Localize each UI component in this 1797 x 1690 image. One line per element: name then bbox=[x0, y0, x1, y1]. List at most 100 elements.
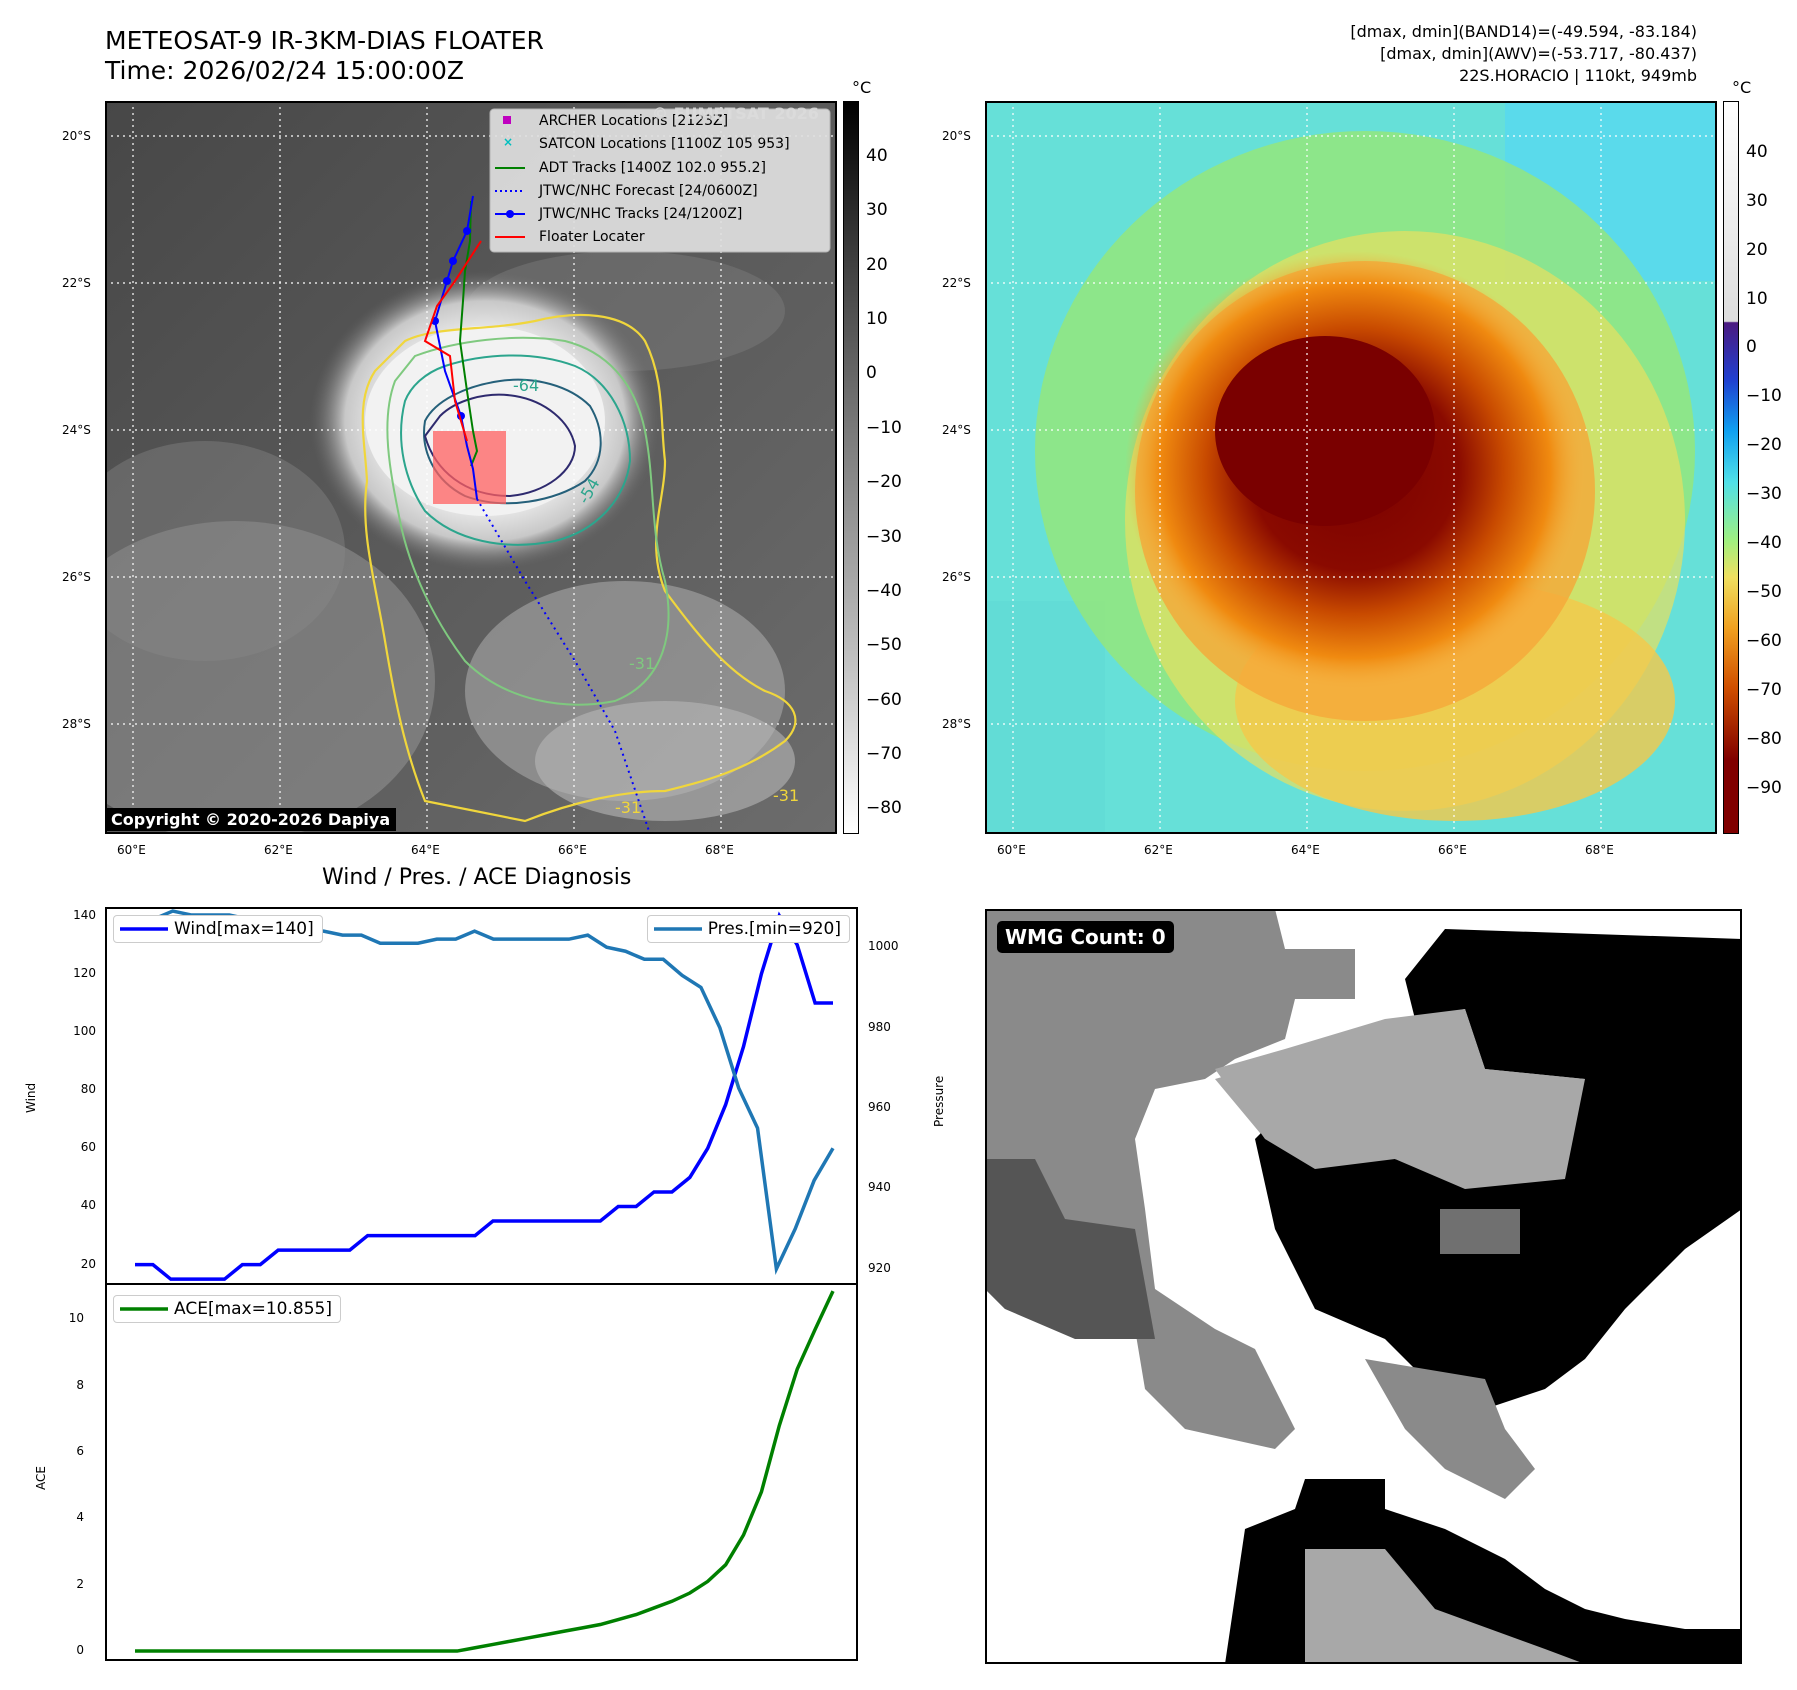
copyright-label: Copyright © 2020-2026 Dapiya bbox=[105, 808, 397, 831]
gray-tick-30: 30 bbox=[866, 200, 888, 220]
wind-ytick-label: 80 bbox=[80, 1082, 96, 1097]
contour-label-31c: -31 bbox=[773, 786, 799, 805]
ace-series-line bbox=[135, 1290, 835, 1653]
lon-label-62e-right: 62°E bbox=[1144, 843, 1173, 857]
ir-map-panel: -64 -54 -31 -31 -31 × ARCHER Locations bbox=[35, 101, 837, 841]
ace-legend-label: ACE[max=10.855] bbox=[174, 1299, 332, 1319]
floater-track bbox=[423, 240, 482, 442]
contour-label-31a: -31 bbox=[629, 654, 655, 673]
color-ir-panel bbox=[985, 101, 1717, 834]
map-time: Time: 2026/02/24 15:00:00Z bbox=[105, 56, 464, 85]
lat-label-22s: 22°S bbox=[62, 276, 91, 290]
lat-label-24s-right: 24°S bbox=[942, 423, 971, 437]
wind-legend: Wind[max=140] bbox=[113, 915, 323, 943]
gray-tick-0: 0 bbox=[866, 363, 877, 383]
color-tick-10: 10 bbox=[1746, 289, 1768, 309]
ace-legend: ACE[max=10.855] bbox=[113, 1295, 341, 1323]
color-tick-m60: −60 bbox=[1746, 631, 1782, 651]
gray-tick-m80: −80 bbox=[866, 798, 902, 818]
ace-ytick-label: 0 bbox=[76, 1643, 84, 1658]
contour-label-64: -64 bbox=[513, 376, 539, 395]
ace-ytick-label: 4 bbox=[76, 1510, 84, 1525]
color-tick-0: 0 bbox=[1746, 337, 1757, 357]
wind-legend-label: Wind[max=140] bbox=[174, 919, 314, 939]
diag-title: Wind / Pres. / ACE Diagnosis bbox=[322, 865, 632, 890]
ace-plot bbox=[135, 1290, 835, 1653]
legend-jtwc-tracks: JTWC/NHC Tracks [24/1200Z] bbox=[538, 206, 742, 222]
wind-ytick-label: 60 bbox=[80, 1140, 96, 1155]
gray-tick-m50: −50 bbox=[866, 635, 902, 655]
pressure-legend-label: Pres.[min=920] bbox=[707, 919, 841, 939]
legend-forecast: JTWC/NHC Forecast [24/0600Z] bbox=[538, 183, 758, 199]
lon-label-64e: 64°E bbox=[411, 843, 440, 857]
gray-tick-m20: −20 bbox=[866, 472, 902, 492]
color-tick-m40: −40 bbox=[1746, 533, 1782, 553]
pressure-ytick-label: 980 bbox=[868, 1019, 891, 1034]
lon-label-68e: 68°E bbox=[705, 843, 734, 857]
pressure-ytick-label: 960 bbox=[868, 1100, 891, 1115]
pressure-axis-label: Pressure bbox=[932, 1075, 946, 1127]
color-tick-30: 30 bbox=[1746, 191, 1768, 211]
gray-colorbar-unit: °C bbox=[852, 78, 872, 97]
gray-tick-40: 40 bbox=[866, 146, 888, 166]
color-tick-m30: −30 bbox=[1746, 484, 1782, 504]
wind-ytick-label: 140 bbox=[73, 907, 96, 922]
wind-ytick-label: 40 bbox=[80, 1198, 96, 1213]
ace-ytick-label: 8 bbox=[76, 1377, 84, 1392]
lat-label-20s-right: 20°S bbox=[942, 129, 971, 143]
adt-track bbox=[458, 200, 479, 467]
color-tick-m20: −20 bbox=[1746, 435, 1782, 455]
map-title: METEOSAT-9 IR-3KM-DIAS FLOATER bbox=[105, 26, 544, 55]
color-ir-image bbox=[985, 101, 1717, 834]
pressure-ytick-label: 1000 bbox=[868, 939, 899, 954]
wind-series-line bbox=[135, 911, 833, 1281]
lat-label-22s-right: 22°S bbox=[942, 276, 971, 290]
jtwc-forecast-track bbox=[476, 498, 651, 835]
lat-label-20s: 20°S bbox=[62, 129, 91, 143]
color-tick-m70: −70 bbox=[1746, 680, 1782, 700]
lat-label-28s-right: 28°S bbox=[942, 717, 971, 731]
pressure-legend: Pres.[min=920] bbox=[646, 915, 850, 943]
legend-floater: Floater Locater bbox=[539, 229, 645, 245]
gray-tick-20: 20 bbox=[866, 255, 888, 275]
pressure-ytick-label: 940 bbox=[868, 1180, 891, 1195]
ir-map-image: -64 -54 -31 -31 -31 × ARCHER Locations bbox=[35, 101, 837, 841]
color-tick-m10: −10 bbox=[1746, 386, 1782, 406]
lat-label-28s: 28°S bbox=[62, 717, 91, 731]
wind-ytick-label: 100 bbox=[73, 1024, 96, 1039]
storm-info: 22S.HORACIO | 110kt, 949mb bbox=[1459, 66, 1697, 85]
lat-label-26s: 26°S bbox=[62, 570, 91, 584]
lon-label-64e-right: 64°E bbox=[1291, 843, 1320, 857]
gray-colorbar bbox=[843, 101, 859, 834]
wmg-image bbox=[985, 909, 1742, 1664]
color-tick-m50: −50 bbox=[1746, 582, 1782, 602]
floater-box bbox=[433, 431, 506, 504]
ace-axis-label: ACE bbox=[34, 1466, 48, 1490]
legend-adt: ADT Tracks [1400Z 102.0 955.2] bbox=[539, 160, 766, 176]
ir-map-frame bbox=[105, 101, 837, 834]
color-colorbar bbox=[1723, 101, 1739, 834]
lon-label-66e: 66°E bbox=[558, 843, 587, 857]
eumetsat-watermark: © EUMETSAT 2026 bbox=[652, 104, 819, 123]
ace-ytick-label: 10 bbox=[68, 1311, 84, 1326]
band14-range: [dmax, dmin](BAND14)=(-49.594, -83.184) bbox=[1350, 22, 1697, 41]
wmg-count-badge: WMG Count: 0 bbox=[997, 921, 1174, 953]
gray-tick-m40: −40 bbox=[866, 581, 902, 601]
wmg-panel: WMG Count: 0 bbox=[985, 909, 1742, 1664]
lon-label-62e: 62°E bbox=[264, 843, 293, 857]
color-tick-40: 40 bbox=[1746, 142, 1768, 162]
color-ir-frame bbox=[985, 101, 1717, 834]
gray-tick-m60: −60 bbox=[866, 690, 902, 710]
wind-axis-label: Wind bbox=[24, 1082, 38, 1113]
lon-label-66e-right: 66°E bbox=[1438, 843, 1467, 857]
gray-tick-m10: −10 bbox=[866, 418, 902, 438]
svg-text:×: × bbox=[503, 135, 513, 149]
ace-ytick-label: 6 bbox=[76, 1444, 84, 1459]
lon-label-60e-right: 60°E bbox=[997, 843, 1026, 857]
lat-label-24s: 24°S bbox=[62, 423, 91, 437]
wind-pressure-frame bbox=[105, 907, 858, 1285]
gray-tick-m30: −30 bbox=[866, 527, 902, 547]
contour-label-31b: -31 bbox=[615, 798, 641, 817]
legend-satcon: SATCON Locations [1100Z 105 953] bbox=[539, 136, 790, 152]
wind-ytick-label: 20 bbox=[80, 1256, 96, 1271]
